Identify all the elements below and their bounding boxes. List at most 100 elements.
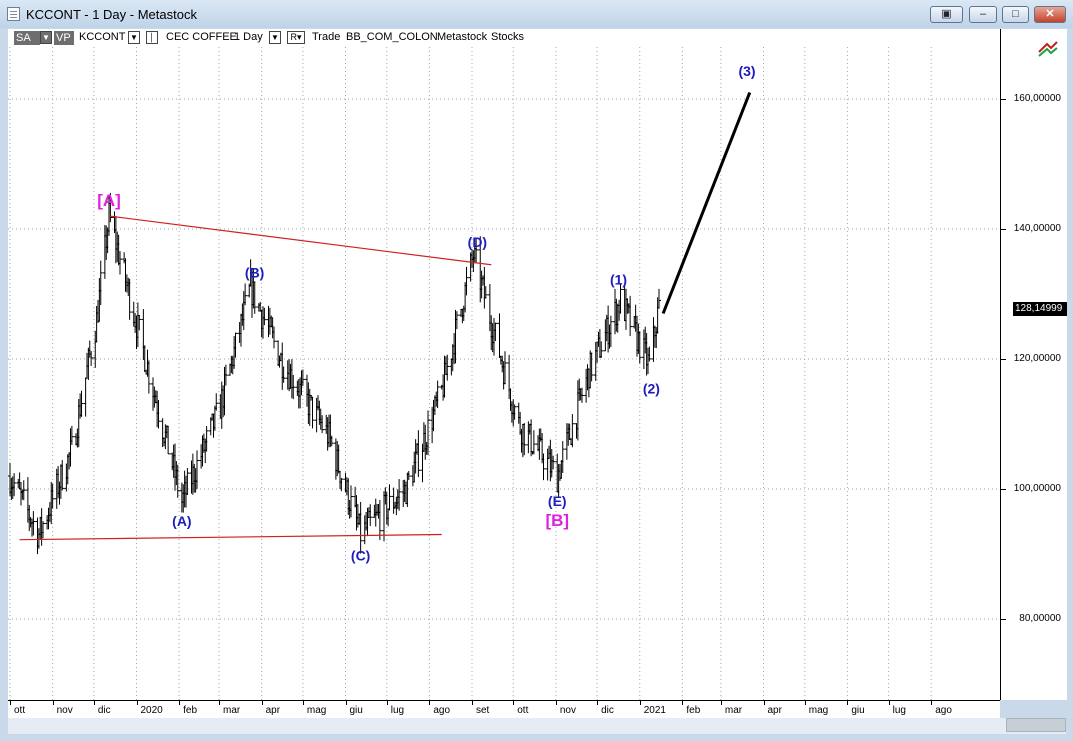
price-tick [1001, 99, 1006, 100]
month-tick [302, 701, 304, 705]
month-tick [345, 701, 347, 705]
month-tick [804, 701, 806, 705]
month-label: ott [517, 705, 529, 716]
window-title: KCCONT - 1 Day - Metastock [26, 7, 197, 22]
wave-label: (A) [172, 513, 191, 529]
month-label: mar [724, 705, 743, 716]
price-chart[interactable]: [A] (A) (B) (C) (D) (E) [B] (1) (2) (3) [8, 47, 1000, 700]
month-label: mar [223, 705, 241, 716]
trade-label[interactable]: Trade [312, 31, 341, 43]
minimize-button[interactable]: – [969, 6, 997, 23]
trendline-upper [108, 215, 492, 266]
price-tick [1001, 619, 1006, 620]
wave-label: (B) [245, 265, 264, 281]
price-label: 100,00000 [1013, 483, 1061, 494]
price-label: 140,00000 [1013, 223, 1061, 234]
month-label: apr [767, 705, 782, 716]
month-tick [513, 701, 515, 705]
period-label[interactable]: 1 Day [234, 31, 263, 43]
month-label: dic [97, 705, 111, 716]
price-tick [1001, 229, 1006, 230]
month-label: ott [14, 705, 26, 716]
sa-dropdown-icon[interactable]: ▼ [40, 31, 52, 44]
data-source-label: BB_COM_COLON [346, 31, 438, 43]
month-tick [136, 701, 138, 705]
month-label: dic [601, 705, 614, 716]
month-tick [555, 701, 557, 705]
chart-toolbar: SA ▼ VP KCCONT ▼ │ CEC COFFEE 1 Day ▼ R▾… [8, 29, 1000, 47]
horizontal-scrollbar[interactable] [8, 718, 1066, 734]
trendline-lower [19, 533, 442, 541]
month-tick [219, 701, 220, 705]
month-tick [261, 701, 263, 705]
month-tick [93, 701, 95, 705]
month-label: giu [349, 705, 363, 716]
month-label: lug [390, 705, 405, 716]
month-label: ago [935, 705, 952, 716]
indicator-arrows-icon[interactable] [1037, 40, 1059, 58]
month-tick [763, 701, 765, 705]
price-tick [1001, 489, 1006, 490]
wave-label: (D) [468, 234, 487, 250]
month-label: nov [559, 705, 576, 716]
month-tick [720, 701, 722, 705]
wave-label: (C) [351, 548, 370, 564]
price-label: 160,00000 [1013, 93, 1061, 104]
month-label: set [476, 705, 490, 716]
maximize-button[interactable]: □ [1002, 6, 1029, 23]
month-tick [386, 701, 388, 705]
wave-label: (1) [610, 272, 627, 288]
instrument-description: CEC COFFEE [166, 31, 237, 43]
chart-menu-icon[interactable]: │ [146, 31, 158, 44]
month-label: nov [56, 705, 73, 716]
month-tick [52, 701, 54, 705]
month-label: 2020 [140, 705, 163, 716]
month-label: ago [433, 705, 451, 716]
month-tick [429, 701, 431, 705]
month-tick [597, 701, 599, 705]
month-label: feb [686, 705, 701, 716]
month-label: feb [183, 705, 198, 716]
month-tick [847, 701, 849, 705]
price-label: 80,00000 [1019, 613, 1061, 624]
month-tick [472, 701, 473, 705]
refresh-dropdown-icon[interactable]: R▾ [287, 31, 305, 44]
vp-button[interactable]: VP [54, 31, 74, 45]
vendor-label: Metastock [437, 31, 488, 43]
title-bar[interactable]: KCCONT - 1 Day - Metastock ▣ – □ ✕ [0, 0, 1073, 28]
wave-label: (E) [548, 493, 567, 509]
month-label: giu [851, 705, 865, 716]
wave-label: [B] [545, 511, 569, 530]
price-label: 120,00000 [1013, 353, 1061, 364]
last-price-badge: 128,14999 [1013, 302, 1067, 316]
wave-label: (3) [738, 63, 755, 79]
month-tick [179, 701, 181, 705]
month-label: lug [892, 705, 906, 716]
month-label: 2021 [643, 705, 666, 716]
month-tick [682, 701, 684, 705]
month-label: apr [265, 705, 281, 716]
month-tick [10, 701, 11, 705]
month-tick [639, 701, 641, 705]
document-icon [7, 7, 20, 21]
scrollbar-thumb[interactable] [1006, 718, 1066, 732]
period-dropdown-icon[interactable]: ▼ [269, 31, 281, 44]
close-button[interactable]: ✕ [1034, 6, 1066, 23]
month-tick [888, 701, 890, 705]
symbol-dropdown-icon[interactable]: ▼ [128, 31, 140, 44]
symbol-label[interactable]: KCCONT [79, 31, 126, 43]
price-axis[interactable]: 160,00000 140,00000 120,00000 100,00000 … [1000, 29, 1067, 700]
security-type-label: Stocks [491, 31, 525, 43]
wave-label: [A] [97, 191, 121, 210]
price-tick [1001, 359, 1006, 360]
month-label: mag [306, 705, 327, 716]
sa-button[interactable]: SA [14, 31, 40, 45]
restore-chart-icon[interactable]: ▣ [930, 6, 963, 23]
month-label: mag [808, 705, 829, 716]
price-chart-panel[interactable]: [A] (A) (B) (C) (D) (E) [B] (1) (2) (3) [8, 47, 1000, 700]
wave-3-projection-line [661, 91, 752, 315]
month-tick [931, 701, 933, 705]
wave-label: (2) [643, 381, 660, 397]
time-axis[interactable]: ott nov dic 2020 feb mar apr mag giu lug ago set ott… [8, 700, 1000, 719]
